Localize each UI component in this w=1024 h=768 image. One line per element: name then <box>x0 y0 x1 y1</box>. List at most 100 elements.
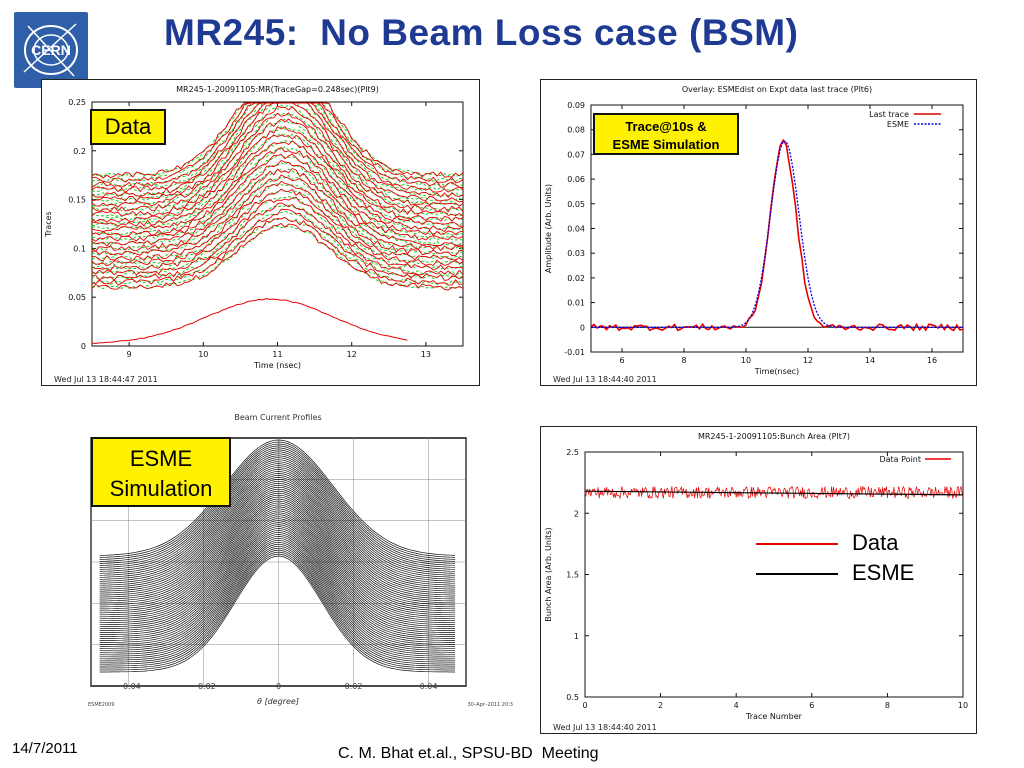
y-tick-label: -0.01 <box>564 348 585 357</box>
data-traces-panel: 9 10 11 12 13 0 0.05 0.1 0.15 0.2 0.25 MR245-1-2009… <box>41 79 480 386</box>
y-tick-label: 0.03 <box>567 249 585 258</box>
profile-curve <box>99 482 456 600</box>
profile-curve <box>99 524 456 641</box>
profile-curve <box>99 447 456 564</box>
esme-trace <box>91 183 464 261</box>
esme-trace <box>91 174 464 256</box>
last-trace-line <box>590 138 964 332</box>
profile-curve <box>99 471 456 588</box>
profile-curve <box>99 465 456 582</box>
x-tick-label: 12 <box>803 356 813 365</box>
profile-curve <box>99 502 456 620</box>
profile-curve <box>99 469 456 586</box>
data-trace <box>91 168 464 252</box>
data-trace <box>91 188 464 267</box>
x-tick-label: 12 <box>347 350 357 359</box>
legend-label-esme: ESME <box>887 120 909 129</box>
x-tick-label: 10 <box>958 701 968 710</box>
y-tick-label: 0.04 <box>567 225 585 234</box>
y-tick-label: 0.09 <box>567 101 585 110</box>
data-trace <box>91 180 464 262</box>
legend-label-data-point: Data Point <box>879 455 921 464</box>
profile-curve <box>99 461 456 578</box>
x-tick-label: 6 <box>619 356 624 365</box>
data-trace <box>91 222 464 291</box>
y-axis-label: Amplitude (Arb. Units) <box>544 184 553 273</box>
esme-trace <box>91 217 464 285</box>
data-trace <box>91 134 464 227</box>
x-tick-label: 8 <box>885 701 890 710</box>
esme-trace <box>92 146 464 236</box>
profile-curve <box>99 555 456 673</box>
profile-curve <box>99 536 456 653</box>
data-point-line <box>584 485 964 500</box>
profile-curve <box>99 455 456 572</box>
x-tick-label: 10 <box>198 350 208 359</box>
chart-title: Overlay: ESMEdist on Expt data last trac… <box>682 85 872 94</box>
esme-trace <box>91 195 464 270</box>
x-tick-label: 0 <box>276 682 281 691</box>
profile-curve <box>99 539 456 657</box>
y-tick-label: 2.5 <box>566 448 579 457</box>
callout-line-1: ESME <box>129 446 193 471</box>
x-tick-label: 6 <box>809 701 814 710</box>
x-axis-label: θ [degree] <box>257 697 299 706</box>
callout-line-2: ESME Simulation <box>612 137 720 152</box>
cern-logo: CERN <box>14 12 88 88</box>
data-traces-chart: 9 10 11 12 13 0 0.05 0.1 0.15 0.2 0.25 MR245-1-2009… <box>44 85 464 370</box>
callout-line-1: Trace@10s & <box>625 119 707 134</box>
corner-label-right: 30–Apr–2011 20:3 <box>467 702 513 708</box>
x-tick-label: 0.02 <box>345 682 363 691</box>
x-axis-label: Time(nsec) <box>754 367 799 376</box>
profile-curve <box>99 498 456 616</box>
profile-curve <box>99 488 456 606</box>
y-tick-label: 0.08 <box>567 126 585 135</box>
profile-curve <box>99 518 456 635</box>
x-tick-label: −0.02 <box>191 682 216 691</box>
profile-curve <box>99 475 456 592</box>
esme-trace <box>91 225 464 290</box>
data-trace <box>91 196 464 272</box>
esme-profiles-panel: Beam Current Profiles −0.04 −0.02 0 0.02 0.04… <box>88 410 516 716</box>
profile-curve <box>99 504 456 622</box>
y-tick-label: 0.25 <box>68 98 86 107</box>
legend-line-esme <box>756 573 838 575</box>
x-tick-label: 4 <box>734 701 739 710</box>
data-callout: Data <box>90 109 166 145</box>
trace-esme-callout: Trace@10s & ESME Simulation <box>593 113 739 155</box>
footer-date: 14/7/2011 <box>12 740 78 757</box>
y-tick-label: 0.15 <box>68 196 86 205</box>
esme-trace <box>91 102 464 178</box>
data-trace <box>91 112 464 213</box>
data-trace-lowest <box>91 298 408 345</box>
x-tick-label: 13 <box>421 350 431 359</box>
bunch-area-panel: 0 2 4 6 8 10 0.5 1 1.5 2 2.5 MR245-1-20091105:Bunch… <box>540 426 977 734</box>
x-tick-label: 2 <box>658 701 663 710</box>
x-axis-label: Trace Number <box>745 712 803 721</box>
data-trace <box>91 102 464 179</box>
legend-line-data <box>756 543 838 545</box>
profile-curve <box>99 508 456 626</box>
profile-curve <box>99 477 456 594</box>
y-tick-label: 0.5 <box>566 693 579 702</box>
profile-curve <box>99 543 456 661</box>
profile-curve <box>99 547 456 665</box>
esme-line <box>591 140 963 328</box>
x-tick-label: 0 <box>582 701 587 710</box>
profile-curve <box>99 445 456 562</box>
legend-label-esme: ESME <box>852 560 915 585</box>
esme-trace <box>91 105 464 207</box>
profile-curve <box>99 528 456 645</box>
y-tick-label: 0.01 <box>567 299 585 308</box>
data-trace <box>91 202 464 277</box>
x-tick-label: 16 <box>927 356 937 365</box>
legend-label-data: Data <box>852 530 899 555</box>
x-tick-label: −0.04 <box>116 682 141 691</box>
profile-curve <box>99 534 456 651</box>
y-tick-label: 0.07 <box>567 150 585 159</box>
profile-curve <box>99 486 456 604</box>
timestamp: Wed Jul 13 18:44:40 2011 <box>553 375 657 384</box>
x-tick-label: 0.04 <box>420 682 438 691</box>
profile-curve <box>99 492 456 610</box>
profile-curve <box>99 449 456 566</box>
